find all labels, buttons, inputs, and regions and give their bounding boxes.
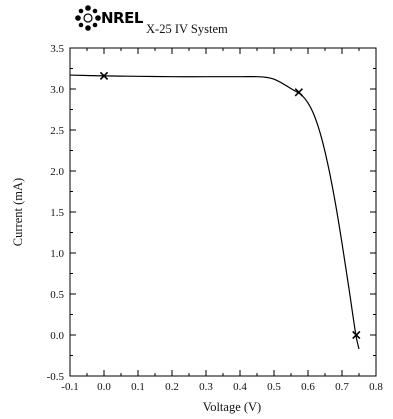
- y-tick-label: 3.0: [50, 84, 64, 96]
- iv-curve-line: [69, 74, 360, 350]
- nrel-logo: [75, 5, 101, 31]
- y-tick-labels: -0.5 0.0 0.5 1.0 1.5 2.0 2.5 3.0 3.5: [47, 43, 65, 383]
- markers: [99, 71, 361, 340]
- system-label: X-25 IV System: [146, 22, 228, 36]
- data-marker: [99, 71, 109, 81]
- axis-ticks: [69, 47, 377, 377]
- data-marker: [352, 330, 361, 340]
- x-tick-label: 0.7: [335, 381, 349, 393]
- x-tick-label: 0.6: [301, 381, 315, 393]
- y-tick-label: 2.0: [50, 166, 64, 178]
- y-tick-label: -0.5: [47, 371, 65, 383]
- y-tick-label: 0.0: [50, 330, 64, 342]
- y-tick-label: 3.5: [50, 43, 64, 55]
- plot-frame: [69, 47, 377, 377]
- x-tick-label: 0.2: [165, 381, 179, 393]
- y-tick-label: 2.5: [50, 125, 64, 137]
- logo-text: NREL: [101, 9, 144, 27]
- x-tick-label: 0.4: [233, 381, 247, 393]
- x-tick-label: 0.5: [267, 381, 281, 393]
- y-axis-label: Current (mA): [11, 178, 25, 246]
- x-tick-label: 0.1: [131, 381, 145, 393]
- y-tick-label: 1.0: [50, 248, 64, 260]
- sun-icon: [75, 5, 101, 31]
- x-tick-label: 0.8: [369, 381, 383, 393]
- x-tick-label: 0.0: [97, 381, 111, 393]
- x-tick-labels: -0.1 0.0 0.1 0.2 0.3 0.4 0.5 0.6 0.7 0.8: [61, 381, 383, 393]
- x-axis-label: Voltage (V): [203, 400, 261, 414]
- y-tick-label: 1.5: [50, 207, 64, 219]
- x-tick-label: -0.1: [61, 381, 78, 393]
- x-tick-label: 0.3: [199, 381, 213, 393]
- y-tick-label: 0.5: [50, 289, 64, 301]
- data-marker: [294, 88, 303, 97]
